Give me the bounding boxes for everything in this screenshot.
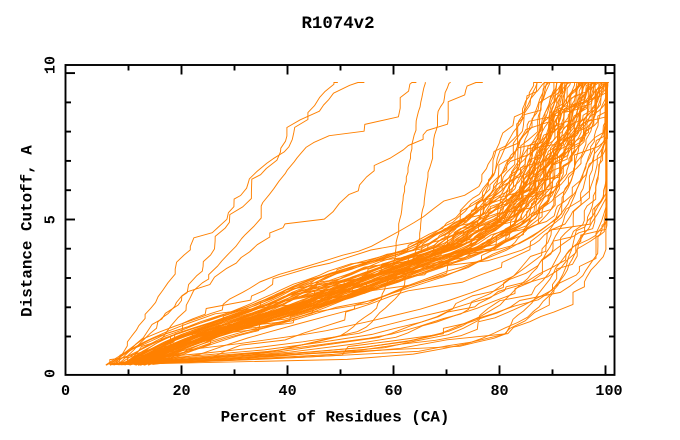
svg-text:40: 40 [279,382,297,400]
svg-text:60: 60 [384,382,402,400]
svg-text:20: 20 [172,382,190,400]
svg-text:0: 0 [61,382,70,400]
svg-text:Distance Cutoff, A: Distance Cutoff, A [19,145,37,317]
svg-text:R1074v2: R1074v2 [301,15,374,34]
svg-text:0: 0 [42,369,60,378]
svg-text:Percent of Residues (CA): Percent of Residues (CA) [221,408,450,426]
svg-text:5: 5 [42,215,60,224]
svg-text:100: 100 [595,382,622,400]
svg-text:10: 10 [42,56,60,74]
svg-text:80: 80 [490,382,508,400]
